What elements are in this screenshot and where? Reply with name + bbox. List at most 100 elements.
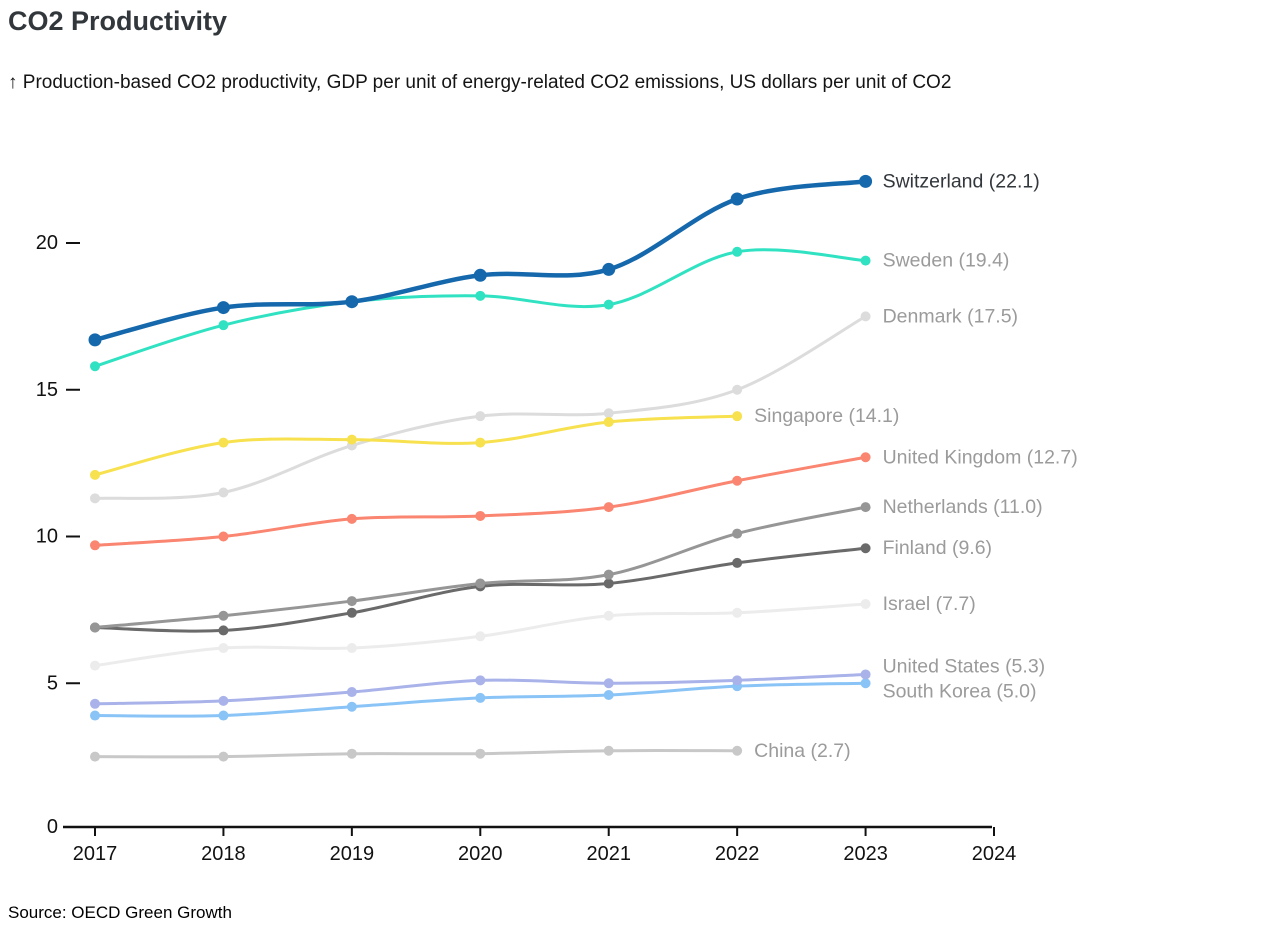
data-point — [603, 299, 614, 310]
series-end-label: Netherlands (11.0) — [883, 496, 1043, 518]
data-point — [218, 695, 229, 706]
data-point — [602, 262, 616, 276]
series-netherlands — [90, 502, 871, 633]
data-point — [603, 417, 614, 428]
series-singapore — [90, 411, 743, 480]
data-point — [603, 578, 614, 589]
data-point — [346, 434, 357, 445]
x-tick-label: 2019 — [330, 843, 375, 865]
chart-subtitle: ↑ Production-based CO2 productivity, GDP… — [8, 72, 952, 93]
data-point — [603, 569, 614, 580]
series-end-label: United Kingdom (12.7) — [883, 446, 1078, 468]
x-tick-label: 2018 — [201, 843, 246, 865]
data-point — [475, 510, 486, 521]
data-point — [345, 295, 359, 309]
y-tick-label: 10 — [36, 526, 58, 548]
series-end-label: Singapore (14.1) — [754, 405, 899, 427]
data-point — [90, 698, 100, 709]
data-point — [860, 678, 871, 689]
data-point — [732, 557, 743, 568]
data-point — [346, 701, 357, 712]
data-point — [603, 745, 614, 756]
data-point — [216, 301, 230, 315]
data-point — [346, 513, 357, 524]
data-point — [475, 692, 486, 703]
data-point — [603, 678, 614, 689]
data-point — [860, 255, 871, 266]
series-end-label: Israel (7.7) — [883, 593, 976, 615]
series-line — [93, 414, 739, 477]
data-point — [732, 528, 743, 539]
y-tick-label: 15 — [36, 379, 58, 401]
y-tick-label: 5 — [47, 672, 58, 694]
y-tick-label: 0 — [47, 816, 58, 838]
data-point — [218, 610, 229, 621]
data-point — [90, 493, 100, 504]
data-point — [860, 502, 871, 513]
data-point — [475, 748, 486, 759]
series-end-label: Sweden (19.4) — [883, 250, 1010, 272]
y-tick-label: 20 — [36, 232, 58, 254]
x-tick-label: 2020 — [458, 843, 503, 865]
data-point — [218, 625, 229, 636]
data-point — [475, 290, 486, 301]
page-title: CO2 Productivity — [8, 6, 228, 36]
data-point — [860, 311, 871, 322]
series-finland — [90, 543, 871, 636]
series-line — [93, 455, 868, 547]
data-point — [90, 710, 100, 721]
series-end-label: United States (5.3) — [883, 655, 1046, 677]
series-end-label: China (2.7) — [754, 740, 850, 762]
data-point — [346, 643, 357, 654]
data-point — [90, 361, 100, 372]
data-point — [860, 669, 871, 680]
data-point — [475, 411, 486, 422]
data-point — [732, 384, 743, 395]
data-point — [218, 320, 229, 331]
data-point — [475, 437, 486, 448]
data-point — [475, 675, 486, 686]
series-line — [93, 505, 868, 629]
data-point — [346, 607, 357, 618]
x-tick-label: 2017 — [73, 843, 118, 865]
series-line — [93, 314, 868, 500]
data-point — [218, 531, 229, 542]
x-tick-label: 2021 — [586, 843, 631, 865]
data-point — [860, 543, 871, 554]
data-point — [603, 610, 614, 621]
series-end-label: South Korea (5.0) — [883, 680, 1037, 702]
chart-source: Source: OECD Green Growth — [8, 903, 232, 922]
data-point — [603, 408, 614, 419]
data-point — [90, 469, 100, 480]
series-switzerland — [88, 174, 873, 347]
x-tick-label: 2024 — [972, 843, 1017, 865]
series-united-kingdom — [90, 452, 871, 551]
data-point — [88, 333, 102, 347]
data-point — [218, 437, 229, 448]
x-tick-label: 2023 — [843, 843, 888, 865]
series-china — [90, 745, 743, 762]
data-point — [859, 174, 873, 188]
data-point — [218, 751, 229, 762]
data-point — [346, 687, 357, 698]
data-point — [90, 540, 100, 551]
data-point — [732, 475, 743, 486]
data-point — [860, 452, 871, 463]
data-point — [732, 411, 743, 422]
data-point — [218, 710, 229, 721]
data-point — [603, 689, 614, 700]
data-point — [346, 596, 357, 607]
data-point — [90, 660, 100, 671]
data-point — [730, 192, 744, 206]
data-point — [218, 487, 229, 498]
data-point — [732, 675, 743, 686]
data-point — [603, 502, 614, 513]
data-point — [732, 246, 743, 257]
data-point — [218, 643, 229, 654]
data-point — [732, 745, 743, 756]
data-point — [90, 622, 100, 633]
series-israel — [90, 599, 871, 671]
data-point — [475, 578, 486, 589]
